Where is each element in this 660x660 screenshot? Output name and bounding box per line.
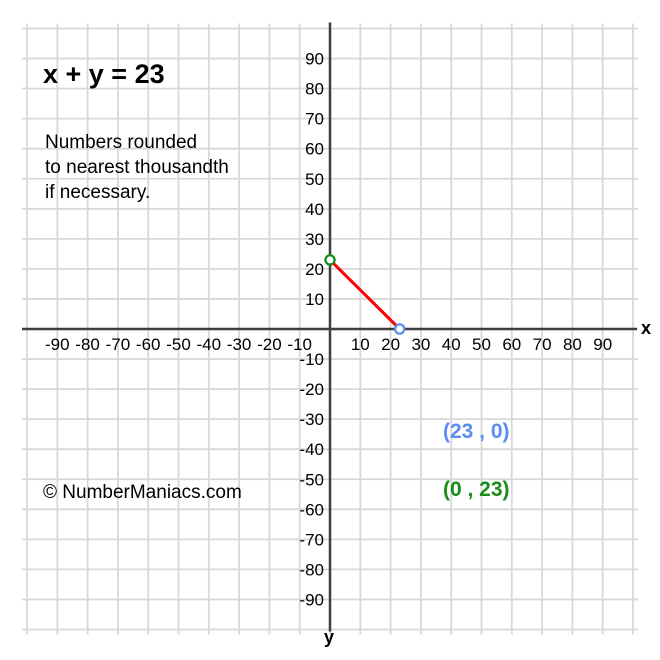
axis-letters: xy	[324, 318, 651, 647]
tick-labels: -90 -80 -70 -60 -50 -40 -30 -20 -10 10 20 30 40 50 60 7…	[45, 50, 612, 610]
y-tick-label: -80	[299, 560, 324, 579]
y-tick-label: 20	[305, 260, 324, 279]
x-tick-label: -80	[75, 335, 100, 354]
y-intercept-label: (0 , 23)	[443, 478, 510, 501]
y-tick-label: 40	[305, 200, 324, 219]
x-tick-label: 90	[593, 335, 612, 354]
x-tick-label: 30	[411, 335, 430, 354]
x-tick-label: -60	[136, 335, 161, 354]
y-tick-label: 80	[305, 80, 324, 99]
y-tick-label: -60	[299, 500, 324, 519]
y-tick-label: 50	[305, 170, 324, 189]
x-intercept-point	[393, 323, 406, 335]
y-tick-label: 60	[305, 140, 324, 159]
y-tick-label: -10	[299, 350, 324, 369]
y-tick-label: -90	[299, 590, 324, 609]
x-tick-label: 40	[442, 335, 461, 354]
x-tick-label: -70	[106, 335, 131, 354]
x-tick-label: -20	[257, 335, 282, 354]
note-line-3: if necessary.	[45, 182, 151, 203]
note-line-2: to nearest thousandth	[45, 157, 229, 178]
y-tick-label: -20	[299, 380, 324, 399]
copyright-text: © NumberManiacs.com	[43, 482, 242, 503]
function-line-segment	[328, 258, 402, 331]
y-tick-label: -30	[299, 410, 324, 429]
y-tick-label: -40	[299, 440, 324, 459]
x-tick-label: -50	[166, 335, 191, 354]
x-tick-label: 10	[351, 335, 370, 354]
x-tick-label: -30	[227, 335, 252, 354]
x-tick-label: 50	[472, 335, 491, 354]
x-axis-label: x	[641, 318, 651, 338]
equation-title: x + y = 23	[43, 59, 165, 89]
x-tick-label: 80	[563, 335, 582, 354]
y-tick-label: -70	[299, 530, 324, 549]
x-tick-label: -10	[287, 335, 312, 354]
rounding-note: Numbers rounded to nearest thousandth if…	[45, 130, 229, 205]
y-tick-label: 70	[305, 110, 324, 129]
y-axis-label: y	[324, 627, 334, 647]
note-line-1: Numbers rounded	[45, 132, 198, 153]
y-intercept-point	[324, 254, 336, 266]
x-tick-label: 70	[533, 335, 552, 354]
x-tick-label: -90	[45, 335, 70, 354]
y-tick-label: 30	[305, 230, 324, 249]
x-tick-label: -40	[197, 335, 222, 354]
y-tick-label: 90	[305, 50, 324, 69]
y-tick-label: 10	[305, 290, 324, 309]
x-tick-label: 60	[502, 335, 521, 354]
y-tick-label: -50	[299, 470, 324, 489]
axes	[22, 22, 637, 632]
x-intercept-label: (23 , 0)	[443, 420, 510, 443]
x-tick-label: 20	[381, 335, 400, 354]
